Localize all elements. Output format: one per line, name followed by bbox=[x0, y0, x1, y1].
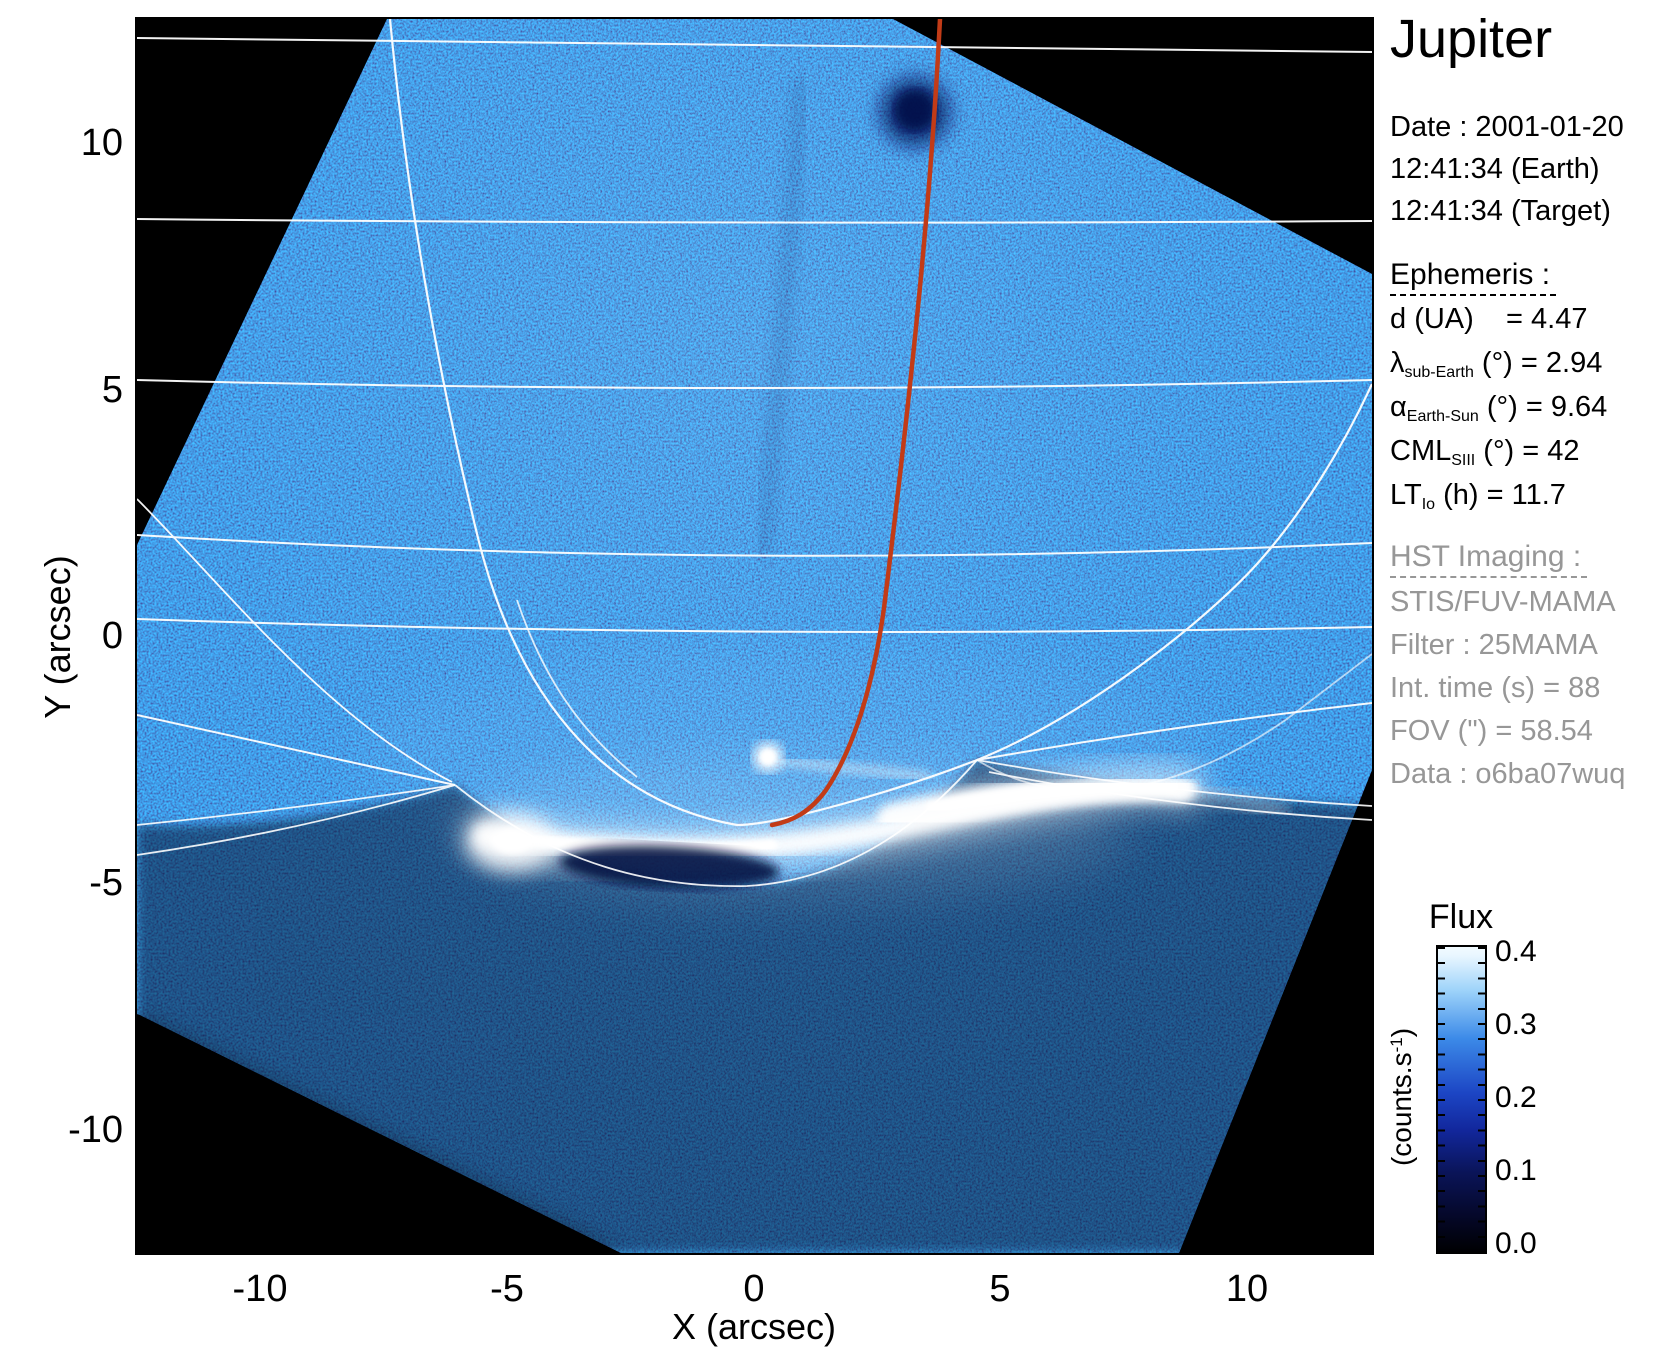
planet-graticule bbox=[137, 19, 1372, 827]
emission-tail bbox=[778, 757, 932, 781]
below-limb-dark-region bbox=[137, 760, 1372, 1253]
x-tick-label: 0 bbox=[743, 1268, 765, 1310]
ephemeris-heading: Ephemeris : bbox=[1390, 258, 1557, 296]
hst-data-line: Data : o6ba07wuq bbox=[1390, 758, 1626, 790]
colorbar-tick-label: 0.2 bbox=[1495, 1081, 1537, 1114]
hst-fov-line: FOV (") = 58.54 bbox=[1390, 715, 1593, 747]
colorbar-unit: (counts.s-1) bbox=[1386, 1027, 1417, 1167]
jupiter-fuv-image bbox=[137, 19, 1372, 1253]
limb-graticule-lower bbox=[137, 653, 1372, 888]
x-tick-label: -10 bbox=[232, 1268, 288, 1310]
time-target-line: 12:41:34 (Target) bbox=[1390, 195, 1611, 227]
target-title: Jupiter bbox=[1390, 9, 1553, 69]
y-tick-label: 5 bbox=[101, 369, 123, 411]
colorbar-minor-ticks-right bbox=[1478, 947, 1485, 1252]
ephemeris-row-cml: CMLSIII (°) = 42 bbox=[1390, 435, 1580, 469]
y-axis-title: Y (arcsec) bbox=[37, 555, 78, 719]
ephemeris-row-distance: d (UA) = 4.47 bbox=[1390, 303, 1588, 335]
colorbar-tick-label: 0.1 bbox=[1495, 1154, 1537, 1187]
time-earth-line: 12:41:34 (Earth) bbox=[1390, 153, 1600, 185]
ephemeris-row-io-localtime: LTIo (h) = 11.7 bbox=[1390, 479, 1566, 513]
colorbar bbox=[1436, 945, 1487, 1254]
detector-streak bbox=[757, 78, 807, 560]
plot-area bbox=[135, 17, 1374, 1255]
ephemeris-row-phase-angle: αEarth-Sun (°) = 9.64 bbox=[1390, 391, 1608, 425]
info-panel: Jupiter Date : 2001-01-20 12:41:34 (Eart… bbox=[1390, 0, 1676, 1367]
io-footprint-track bbox=[769, 19, 943, 828]
colorbar-minor-ticks-left bbox=[1438, 947, 1445, 1252]
colorbar-tick-label: 0.3 bbox=[1495, 1008, 1537, 1041]
y-tick-label: 0 bbox=[101, 615, 123, 657]
x-tick-label: -5 bbox=[490, 1268, 524, 1310]
y-tick-label: 10 bbox=[80, 122, 123, 164]
colorbar-tick-label: 0.0 bbox=[1495, 1227, 1537, 1260]
hst-filter-line: Filter : 25MAMA bbox=[1390, 629, 1598, 661]
y-tick-label: -5 bbox=[89, 862, 123, 904]
x-tick-label: 10 bbox=[1225, 1268, 1269, 1310]
hst-instrument-line: STIS/FUV-MAMA bbox=[1390, 586, 1616, 618]
dark-oval-interior bbox=[560, 845, 780, 889]
colorbar-tick-label: 0.4 bbox=[1495, 935, 1537, 968]
ephemeris-row-subearth-lat: λsub-Earth (°) = 2.94 bbox=[1390, 347, 1603, 381]
hst-imaging-heading-text: HST Imaging : bbox=[1390, 540, 1588, 578]
colorbar-title: Flux bbox=[1428, 898, 1494, 936]
hst-inttime-line: Int. time (s) = 88 bbox=[1390, 672, 1601, 704]
ephemeris-heading-text: Ephemeris : bbox=[1390, 258, 1557, 296]
date-line: Date : 2001-01-20 bbox=[1390, 111, 1624, 143]
y-tick-label: -10 bbox=[68, 1109, 123, 1151]
hst-imaging-heading: HST Imaging : bbox=[1390, 540, 1588, 578]
detector-field bbox=[137, 19, 1372, 1253]
x-axis-title: X (arcsec) bbox=[671, 1306, 837, 1347]
x-tick-label: 5 bbox=[989, 1268, 1011, 1310]
